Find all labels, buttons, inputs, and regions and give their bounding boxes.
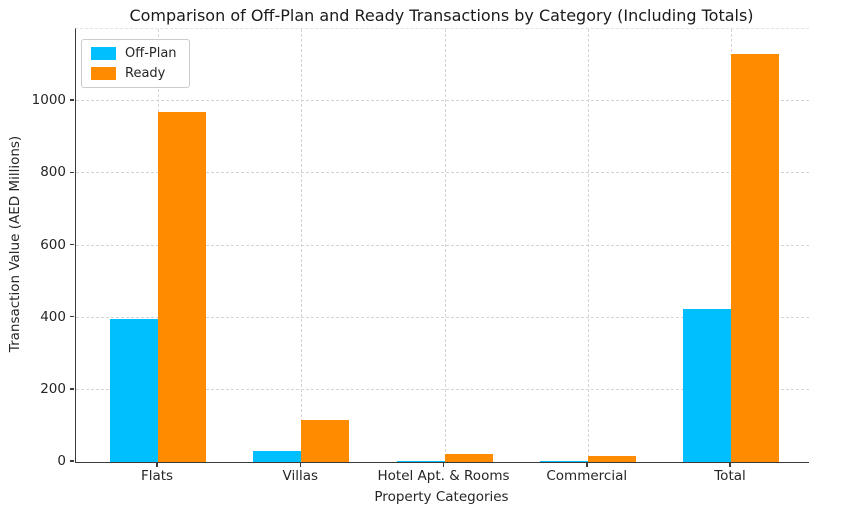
xtick-mark-flats xyxy=(156,462,158,467)
gridline-h-600 xyxy=(76,244,809,246)
gridline-v-commercial xyxy=(587,29,589,462)
ytick-label-200: 200 xyxy=(40,380,66,397)
gridline-h-200 xyxy=(76,388,809,390)
gridline-h-400 xyxy=(76,316,809,318)
legend-swatch-off-plan xyxy=(91,47,116,60)
ytick-label-800: 800 xyxy=(40,164,66,181)
bar-off-plan-flats xyxy=(110,319,158,462)
ytick-label-400: 400 xyxy=(40,308,66,325)
ytick-mark-0 xyxy=(70,460,74,462)
xtick-label-villas: Villas xyxy=(282,468,319,484)
legend-label-off-plan: Off-Plan xyxy=(125,46,177,61)
ytick-mark-800 xyxy=(70,171,74,174)
ytick-mark-600 xyxy=(70,243,74,246)
bar-off-plan-hotel-apt-rooms xyxy=(396,461,445,462)
xtick-mark-villas xyxy=(299,462,301,467)
bar-ready-commercial xyxy=(587,455,636,462)
ytick-mark-200 xyxy=(70,388,74,390)
bar-ready-flats xyxy=(158,112,206,462)
gridline-h-1000 xyxy=(76,100,809,102)
xtick-label-hotel-apt-rooms: Hotel Apt. & Rooms xyxy=(377,468,510,484)
legend-item-off-plan: Off-Plan xyxy=(91,47,177,60)
chart-title: Comparison of Off-Plan and Ready Transac… xyxy=(129,6,754,25)
xtick-mark-commercial xyxy=(586,462,588,467)
xtick-label-flats: Flats xyxy=(140,468,174,484)
gridline-h-800 xyxy=(76,172,809,174)
x-axis-label: Property Categories xyxy=(374,489,509,505)
xtick-mark-total xyxy=(729,462,731,467)
legend-swatch-ready xyxy=(91,67,116,80)
ytick-mark-400 xyxy=(70,315,74,318)
bar-ready-total xyxy=(731,54,779,462)
bar-off-plan-total xyxy=(683,308,731,462)
plot-area: Off-Plan Ready xyxy=(75,28,809,463)
gridline-v-villas xyxy=(301,29,303,462)
xtick-label-commercial: Commercial xyxy=(546,468,628,484)
legend-label-ready: Ready xyxy=(125,66,166,81)
ytick-mark-1000 xyxy=(70,99,74,101)
bar-ready-villas xyxy=(301,419,350,462)
bar-off-plan-villas xyxy=(253,451,302,462)
bar-off-plan-commercial xyxy=(539,460,588,462)
xtick-mark-hotel-apt-rooms xyxy=(442,462,445,467)
ytick-label-1000: 1000 xyxy=(31,92,66,109)
bar-ready-hotel-apt-rooms xyxy=(444,453,493,462)
ytick-label-600: 600 xyxy=(40,236,66,253)
gridline-v-hotel-apt-rooms xyxy=(444,29,446,462)
ytick-label-0: 0 xyxy=(57,453,66,469)
legend: Off-Plan Ready xyxy=(81,39,190,88)
legend-item-ready: Ready xyxy=(91,67,177,80)
xtick-label-total: Total xyxy=(714,468,746,484)
